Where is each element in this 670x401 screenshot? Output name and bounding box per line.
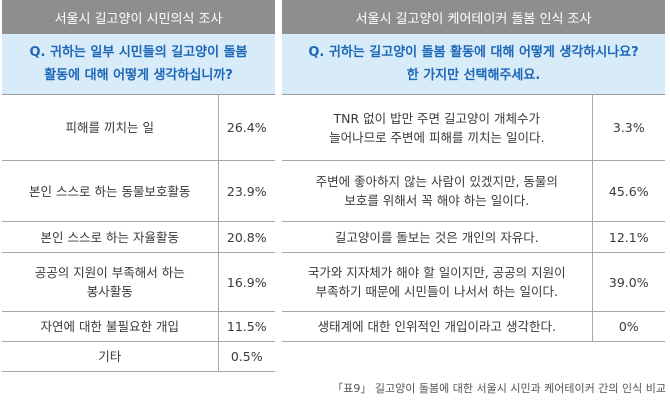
answer-label: 국가와 지자체가 해야 할 일이지만, 공공의 지원이 부족하기 때문에 시민들… [282, 252, 592, 312]
table-row: 자연에 대한 불필요한 개입 11.5% [2, 311, 276, 342]
table-row: 본인 스스로 하는 자율활동 20.8% [2, 221, 276, 253]
question-line: Q. 귀하는 일부 시민들의 길고양이 돌봄 [29, 45, 248, 60]
answer-label-line: 보호를 위해서 꼭 해야 하는 일이다. [344, 193, 530, 208]
table-row: 주변에 좋아하지 않는 사람이 있겠지만, 동물의 보호를 위해서 꼭 해야 하… [282, 160, 666, 222]
answer-percent: 45.6% [591, 160, 666, 222]
table-row: 국가와 지자체가 해야 할 일이지만, 공공의 지원이 부족하기 때문에 시민들… [282, 252, 666, 312]
answer-percent: 0% [591, 311, 666, 342]
answer-label: TNR 없이 밥만 주면 길고양이 개체수가 늘어나므로 주변에 피해를 끼치는… [282, 94, 592, 161]
answer-label-line: 부족하기 때문에 시민들이 나서서 하는 일이다. [315, 284, 558, 299]
answer-percent: 39.0% [591, 252, 666, 312]
answer-percent: 23.9% [217, 160, 276, 222]
caretaker-survey-header: 서울시 길고양이 케어테이커 돌봄 인식 조사 [282, 0, 666, 34]
answer-label: 자연에 대한 불필요한 개입 [2, 311, 218, 342]
question-line: 한 가지만 선택해주세요. [406, 68, 541, 83]
answer-percent: 0.5% [217, 341, 276, 372]
table-row: 길고양이를 돌보는 것은 개인의 자유다. 12.1% [282, 221, 666, 253]
citizen-survey-question: Q. 귀하는 일부 시민들의 길고양이 돌봄 활동에 대해 어떻게 생각하십니까… [2, 34, 276, 95]
citizen-survey-header: 서울시 길고양이 시민의식 조사 [2, 0, 276, 34]
answer-percent: 26.4% [217, 94, 276, 161]
table-row: 공공의 지원이 부족해서 하는 봉사활동 16.9% [2, 252, 276, 312]
question-line: 활동에 대해 어떻게 생각하십니까? [44, 68, 233, 83]
answer-label-line: 주변에 좋아하지 않는 사람이 있겠지만, 동물의 [315, 174, 558, 189]
answer-label-line: 늘어나므로 주변에 피해를 끼치는 일이다. [329, 129, 545, 145]
answer-percent: 11.5% [217, 311, 276, 342]
citizen-survey-table: 서울시 길고양이 시민의식 조사 Q. 귀하는 일부 시민들의 길고양이 돌봄 … [2, 0, 276, 372]
caretaker-survey-table: 서울시 길고양이 케어테이커 돌봄 인식 조사 Q. 귀하는 길고양이 돌봄 활… [282, 0, 666, 342]
table-caption: 「표9」 길고양이 돌봄에 대한 서울시 시민과 케어테이커 간의 인식 비교 [332, 382, 666, 395]
answer-label: 본인 스스로 하는 자율활동 [2, 221, 218, 253]
table-row: 기타 0.5% [2, 341, 276, 372]
answer-percent: 12.1% [591, 221, 666, 253]
answer-label: 피해를 끼치는 일 [2, 94, 218, 161]
answer-label-line: 국가와 지자체가 해야 할 일이지만, 공공의 지원이 [307, 265, 566, 280]
table-row: 생태계에 대한 인위적인 개입이라고 생각한다. 0% [282, 311, 666, 342]
answer-label: 생태계에 대한 인위적인 개입이라고 생각한다. [282, 311, 592, 342]
answer-label-line: 공공의 지원이 부족해서 하는 [34, 265, 185, 280]
answer-percent: 20.8% [217, 221, 276, 253]
answer-label: 공공의 지원이 부족해서 하는 봉사활동 [2, 252, 218, 312]
table-row: TNR 없이 밥만 주면 길고양이 개체수가 늘어나므로 주변에 피해를 끼치는… [282, 94, 666, 161]
table-row: 피해를 끼치는 일 26.4% [2, 94, 276, 161]
answer-label: 길고양이를 돌보는 것은 개인의 자유다. [282, 221, 592, 253]
answer-label-line: TNR 없이 밥만 주면 길고양이 개체수가 [333, 110, 541, 126]
answer-label: 본인 스스로 하는 동물보호활동 [2, 160, 218, 222]
table-row: 본인 스스로 하는 동물보호활동 23.9% [2, 160, 276, 222]
question-line: Q. 귀하는 길고양이 돌봄 활동에 대해 어떻게 생각하시나요? [308, 45, 639, 60]
answer-label: 기타 [2, 341, 218, 372]
answer-percent: 16.9% [217, 252, 276, 312]
answer-label: 주변에 좋아하지 않는 사람이 있겠지만, 동물의 보호를 위해서 꼭 해야 하… [282, 160, 592, 222]
answer-percent: 3.3% [591, 94, 666, 161]
caretaker-survey-question: Q. 귀하는 길고양이 돌봄 활동에 대해 어떻게 생각하시나요? 한 가지만 … [282, 34, 666, 95]
answer-label-line: 봉사활동 [86, 284, 133, 299]
